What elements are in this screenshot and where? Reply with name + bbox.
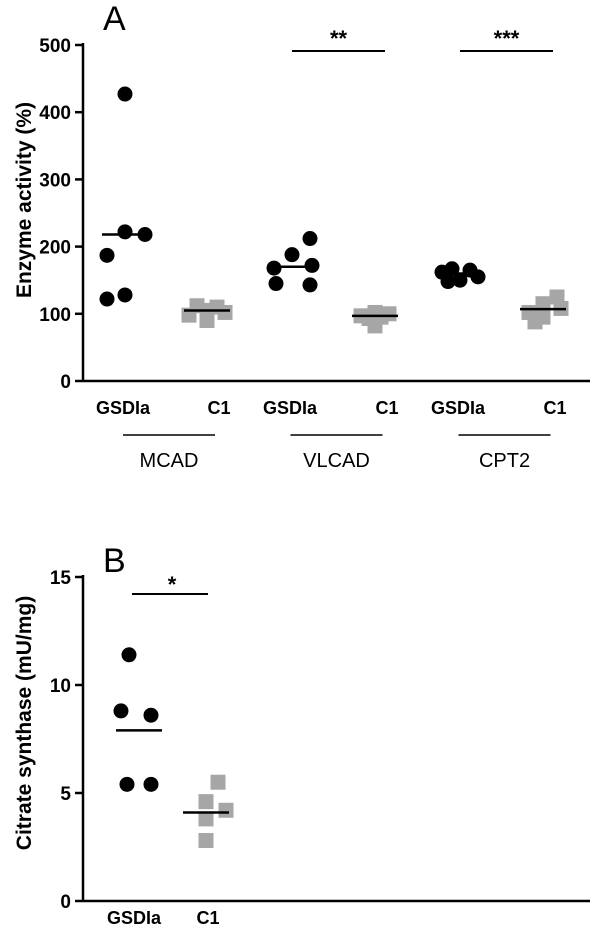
significance-stars: **: [330, 26, 348, 51]
data-point-circle: [302, 277, 318, 293]
category-label: C1: [196, 908, 219, 928]
y-tick-label: 500: [39, 36, 71, 57]
panel-a-plot: 0 100 200 300 400 500 GSDIa C1 MCAD GSDIa C1 VLCAD *…: [39, 26, 590, 472]
y-tick-label: 100: [39, 305, 71, 326]
data-point-circle: [113, 703, 129, 719]
y-tick-label: 200: [39, 238, 71, 259]
data-point-circle: [119, 776, 135, 792]
data-point-circle: [117, 224, 133, 240]
y-tick-label: 5: [60, 784, 71, 805]
data-point-circle: [452, 272, 468, 288]
data-point-circle: [143, 707, 159, 723]
panel-b-ylabel: Citrate synthase (mU/mg): [13, 596, 36, 850]
group-label: MCAD: [140, 450, 199, 472]
data-point-circle: [440, 274, 456, 290]
category-label: GSDIa: [431, 398, 486, 418]
y-tick-label: 10: [50, 676, 71, 697]
data-point-circle: [304, 257, 320, 273]
significance-stars: *: [168, 572, 177, 597]
data-point-circle: [284, 247, 300, 263]
data-point-square: [367, 318, 383, 334]
data-point-circle: [117, 287, 133, 303]
data-point-square: [527, 314, 543, 330]
data-point-square: [210, 774, 226, 790]
data-point-circle: [121, 647, 137, 663]
category-label: C1: [375, 398, 398, 418]
y-tick-label: 300: [39, 170, 71, 191]
data-point-circle: [143, 776, 159, 792]
data-point-circle: [99, 247, 115, 263]
data-point-circle: [268, 276, 284, 292]
y-tick-label: 400: [39, 103, 71, 124]
category-label: GSDIa: [107, 908, 162, 928]
y-tick-label: 0: [60, 892, 71, 913]
category-label: C1: [207, 398, 230, 418]
data-point-square: [535, 296, 551, 312]
data-point-square: [549, 289, 565, 305]
category-label: GSDIa: [263, 398, 318, 418]
group-label: VLCAD: [303, 450, 370, 472]
data-point-square: [198, 811, 214, 827]
significance-stars: ***: [494, 26, 520, 51]
data-point-square: [217, 304, 233, 320]
panel-b-plot: 0 5 10 15 GSDIa C1 *: [50, 568, 590, 928]
data-point-circle: [470, 269, 486, 285]
category-label: GSDIa: [96, 398, 151, 418]
data-point-circle: [117, 86, 133, 102]
data-point-square: [199, 313, 215, 329]
data-point-square: [218, 802, 234, 818]
category-label: C1: [543, 398, 566, 418]
y-tick-label: 15: [50, 568, 72, 589]
y-tick-label: 0: [60, 372, 71, 393]
data-point-square: [198, 833, 214, 849]
data-point-circle: [266, 260, 282, 276]
data-point-square: [198, 794, 214, 810]
panel-a-label: A: [103, 0, 126, 38]
panel-a-ylabel: Enzyme activity (%): [13, 102, 36, 298]
panel-b-label: B: [103, 542, 126, 580]
data-point-circle: [302, 231, 318, 247]
data-point-circle: [99, 291, 115, 307]
group-label: CPT2: [479, 450, 530, 472]
